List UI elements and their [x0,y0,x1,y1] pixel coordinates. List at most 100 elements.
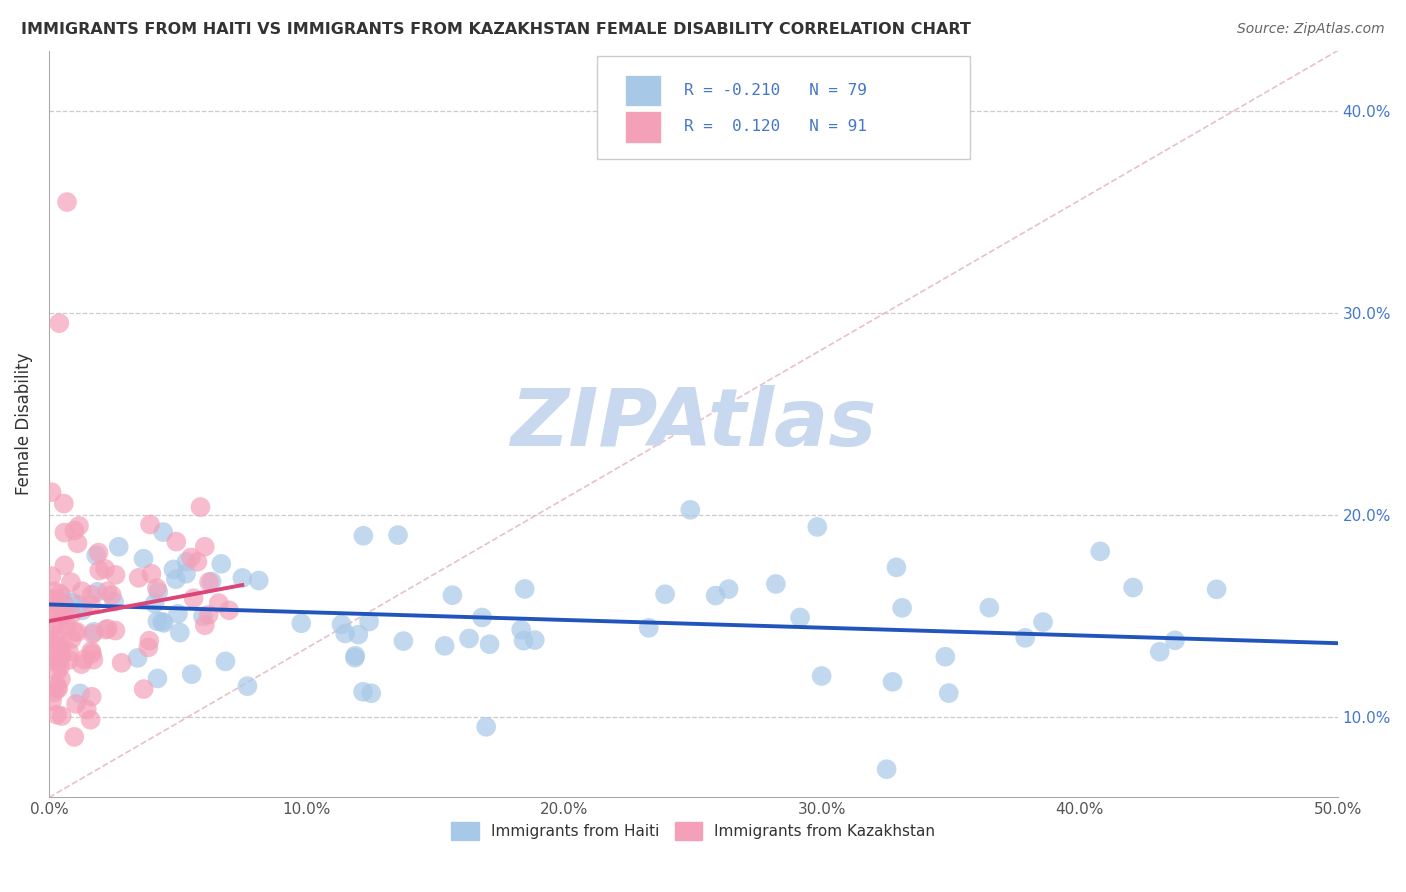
Point [194,540,217,554]
Point [53,558,76,573]
Point [83,624,105,639]
Point [86,584,108,599]
Point [72,603,94,617]
Point [174,566,197,581]
Point [76,702,98,716]
Point [139,517,162,532]
Point [180,550,202,565]
Point [63,730,86,744]
Point [104,624,127,638]
Point [191,609,214,624]
Point [979,600,1001,615]
Point [80,588,103,602]
Point [471,610,494,624]
Point [41,598,63,612]
FancyBboxPatch shape [596,56,970,159]
Point [97,622,120,636]
Point [58,653,80,667]
Point [132,551,155,566]
Point [1122,581,1144,595]
Point [352,529,374,543]
Point [63,624,86,639]
Point [52,591,75,605]
Point [218,603,240,617]
Point [42,602,65,616]
Point [891,600,914,615]
Point [180,667,202,681]
Point [52,609,75,624]
Point [103,595,125,609]
Point [190,500,212,514]
Point [231,571,253,585]
Point [70,584,93,599]
Point [236,679,259,693]
Point [209,557,232,571]
Point [347,627,370,641]
Point [162,562,184,576]
Point [523,633,546,648]
Point [637,621,659,635]
Point [186,555,208,569]
Point [65,697,87,711]
Point [101,588,124,602]
Point [41,694,63,708]
Point [152,524,174,539]
Point [132,682,155,697]
Point [169,625,191,640]
Point [96,584,118,599]
Text: R = -0.210   N = 79: R = -0.210 N = 79 [685,83,868,98]
Point [48,653,70,667]
Point [194,618,217,632]
Point [84,549,107,563]
Point [359,615,381,629]
Point [48,640,70,654]
Point [1164,633,1187,648]
Point [48,316,70,330]
Text: IMMIGRANTS FROM HAITI VS IMMIGRANTS FROM KAZAKHSTAN FEMALE DISABILITY CORRELATIO: IMMIGRANTS FROM HAITI VS IMMIGRANTS FROM… [21,22,972,37]
Point [214,654,236,668]
Point [387,528,409,542]
Point [41,569,63,583]
Point [80,647,103,661]
Point [82,627,104,641]
Point [513,582,536,596]
Point [330,617,353,632]
Point [138,640,160,655]
Point [146,581,169,595]
Point [146,672,169,686]
Point [63,524,86,538]
Point [41,485,63,500]
Point [44,647,66,661]
Point [150,615,173,629]
Text: R =  0.120   N = 91: R = 0.120 N = 91 [685,120,868,135]
Point [46,664,69,678]
Point [128,571,150,585]
Point [41,604,63,618]
Point [886,560,908,574]
Point [44,584,66,599]
Point [53,606,76,620]
Point [176,555,198,569]
Point [60,595,83,609]
Point [51,709,73,723]
Point [789,610,811,624]
Point [58,644,80,658]
Text: Source: ZipAtlas.com: Source: ZipAtlas.com [1237,22,1385,37]
Point [80,690,103,704]
Point [165,572,187,586]
Point [333,626,356,640]
Point [52,497,75,511]
Point [56,195,79,210]
Point [127,651,149,665]
Point [343,650,366,665]
Point [52,597,75,611]
Point [41,592,63,607]
Point [433,639,456,653]
Point [143,597,166,611]
Point [60,607,83,622]
Point [148,585,170,599]
Point [66,625,89,640]
Point [198,575,221,590]
Point [146,614,169,628]
Point [45,681,67,695]
